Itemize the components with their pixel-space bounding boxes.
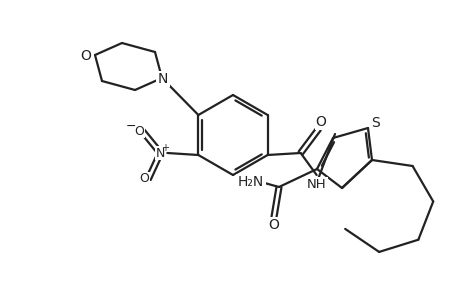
Text: NH: NH [306,178,326,191]
Text: H₂N: H₂N [237,175,263,189]
Text: N: N [155,146,165,160]
Text: O: O [80,49,91,63]
Text: O: O [314,115,325,129]
Text: S: S [371,116,380,130]
Text: +: + [161,143,169,153]
Text: N: N [157,72,168,86]
Text: O: O [134,124,144,137]
Text: O: O [268,218,279,232]
Text: −: − [126,119,136,133]
Text: O: O [139,172,149,185]
